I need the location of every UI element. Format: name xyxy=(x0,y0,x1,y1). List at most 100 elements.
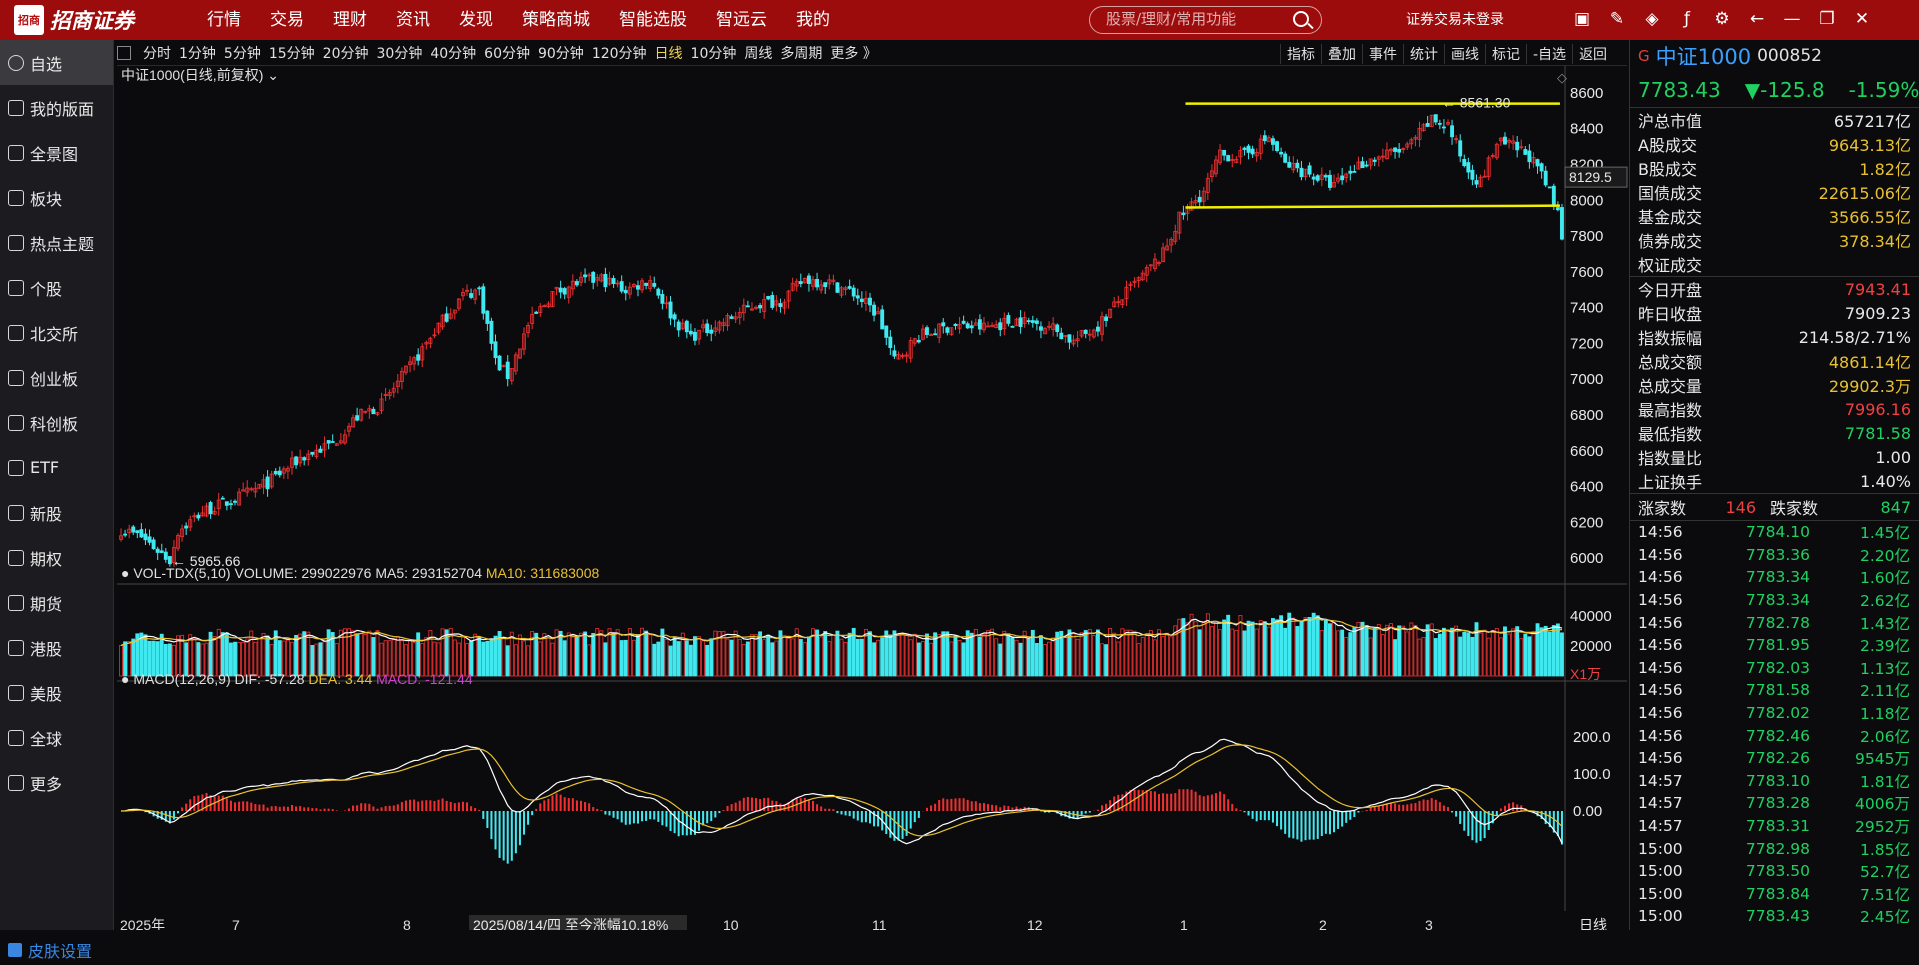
cube-icon[interactable]: ◈ xyxy=(1645,9,1659,29)
chart-menu-3[interactable]: 统计 xyxy=(1403,43,1444,64)
volume-bar xyxy=(908,639,913,677)
sidebar-item-15[interactable]: 全球 xyxy=(0,715,113,760)
candle-body xyxy=(501,364,506,368)
candle-body xyxy=(127,528,132,534)
tick-price: 7783.31 xyxy=(1745,817,1810,836)
period-tab-2[interactable]: 5分钟 xyxy=(223,46,261,62)
login-status[interactable]: 证券交易未登录 xyxy=(1406,12,1504,28)
chart-menu-2[interactable]: 事件 xyxy=(1362,43,1403,64)
kline-chart[interactable]: 6000620064006600680070007200740076007800… xyxy=(117,66,1628,930)
price-tick-label: 6600 xyxy=(1570,443,1603,460)
nav-item-4[interactable]: 发现 xyxy=(459,10,493,30)
minimize-icon[interactable]: — xyxy=(1783,9,1801,29)
volume-bar xyxy=(929,642,933,677)
skin-settings-button[interactable]: 皮肤设置 xyxy=(0,935,114,965)
candle-body xyxy=(1458,140,1463,157)
candle-body xyxy=(196,514,201,519)
stat-row: 权证成交 xyxy=(1630,252,1919,276)
x-axis-label: 3 xyxy=(1425,917,1433,930)
sidebar-item-16[interactable]: 更多 xyxy=(0,760,113,805)
price-tick-label: 7200 xyxy=(1570,335,1603,352)
sidebar-item-2[interactable]: 全景图 xyxy=(0,130,113,175)
candle-body xyxy=(1112,301,1117,308)
period-tab-12[interactable]: 周线 xyxy=(744,46,773,62)
trade-icon[interactable]: ▣ xyxy=(1573,9,1591,29)
edit-icon[interactable]: ✎ xyxy=(1609,9,1625,29)
candle-body xyxy=(424,342,429,345)
sidebar-item-4[interactable]: 热点主题 xyxy=(0,220,113,265)
chart-menu-0[interactable]: 指标 xyxy=(1280,43,1321,64)
sidebar-item-5[interactable]: 个股 xyxy=(0,265,113,310)
sidebar-item-12[interactable]: 期货 xyxy=(0,580,113,625)
formula-icon[interactable]: ƒ xyxy=(1684,9,1690,29)
restore-icon[interactable]: ❐ xyxy=(1819,9,1835,29)
candle-body xyxy=(1254,152,1259,157)
chart-menu-5[interactable]: 标记 xyxy=(1485,43,1526,64)
close-icon[interactable]: ✕ xyxy=(1854,9,1870,29)
candle-body xyxy=(973,322,978,326)
candle-body xyxy=(827,279,832,285)
sidebar-item-9[interactable]: ETF xyxy=(0,445,113,490)
nav-item-8[interactable]: 我的 xyxy=(796,10,830,30)
period-tab-5[interactable]: 30分钟 xyxy=(376,46,423,62)
volume-bar xyxy=(579,632,583,677)
nav-item-6[interactable]: 智能选股 xyxy=(619,10,687,30)
period-tab-8[interactable]: 90分钟 xyxy=(537,46,584,62)
volume-bar xyxy=(973,629,978,677)
volume-tick-label: 40000 xyxy=(1570,608,1612,625)
volume-bar xyxy=(1079,632,1084,677)
candle-body xyxy=(1393,147,1398,152)
candle-body xyxy=(534,311,539,314)
sidebar-item-8[interactable]: 科创板 xyxy=(0,400,113,445)
price-tick-label: 7000 xyxy=(1570,371,1603,388)
period-tab-9[interactable]: 120分钟 xyxy=(591,46,647,62)
panel-toggle-icon[interactable] xyxy=(117,46,131,60)
period-tab-0[interactable]: 分时 xyxy=(143,46,171,62)
period-tab-7[interactable]: 60分钟 xyxy=(484,46,530,62)
sidebar-item-7[interactable]: 创业板 xyxy=(0,355,113,400)
period-tab-13[interactable]: 多周期 xyxy=(780,46,823,62)
period-tab-4[interactable]: 20分钟 xyxy=(322,46,369,62)
tick-volume: 7.51亿 xyxy=(1859,885,1910,904)
chart-menu-4[interactable]: 画线 xyxy=(1444,43,1485,64)
volume-bar xyxy=(1368,637,1373,677)
period-tab-1[interactable]: 1分钟 xyxy=(179,46,216,62)
stat-row: B股成交 1.82亿 xyxy=(1630,156,1919,180)
candle-body xyxy=(359,408,364,421)
search-icon[interactable] xyxy=(1293,11,1309,27)
back-icon[interactable]: ← xyxy=(1749,9,1765,29)
chart-menu-7[interactable]: 返回 xyxy=(1572,43,1613,64)
sidebar-item-6[interactable]: 北交所 xyxy=(0,310,113,355)
sidebar-item-11[interactable]: 期权 xyxy=(0,535,113,580)
sidebar-item-3[interactable]: 板块 xyxy=(0,175,113,220)
tick-volume: 2.20亿 xyxy=(1859,546,1910,565)
chart-menu-6[interactable]: -自选 xyxy=(1526,43,1572,64)
nav-item-5[interactable]: 策略商城 xyxy=(522,10,590,30)
candle-body xyxy=(770,295,775,308)
candle-body xyxy=(509,367,514,382)
period-tab-10[interactable]: 日线 xyxy=(654,46,683,62)
period-tab-6[interactable]: 40分钟 xyxy=(430,46,477,62)
period-tab-11[interactable]: 10分钟 xyxy=(690,46,737,62)
candle-body xyxy=(1034,320,1039,324)
sidebar-item-0[interactable]: 自选 xyxy=(0,40,113,85)
sidebar-item-10[interactable]: 新股 xyxy=(0,490,113,535)
sidebar-item-14[interactable]: 美股 xyxy=(0,670,113,715)
period-tab-14[interactable]: 更多 》 xyxy=(830,46,877,62)
volume-bar xyxy=(1108,627,1113,677)
sidebar-item-label: 全景图 xyxy=(30,144,79,164)
settings-icon[interactable]: ⚙ xyxy=(1714,9,1730,29)
sidebar-item-1[interactable]: 我的版面 xyxy=(0,85,113,130)
search-input[interactable]: 股票/理财/常用功能 xyxy=(1089,6,1322,34)
chart-menu-1[interactable]: 叠加 xyxy=(1321,43,1362,64)
nav-item-2[interactable]: 理财 xyxy=(333,10,367,30)
period-tab-3[interactable]: 15分钟 xyxy=(268,46,315,62)
sidebar-item-label: 个股 xyxy=(30,279,63,299)
nav-item-7[interactable]: 智远云 xyxy=(716,10,767,30)
candle-body xyxy=(497,355,502,371)
nav-item-0[interactable]: 行情 xyxy=(207,10,241,30)
tick-time: 14:56 xyxy=(1638,636,1683,655)
sidebar-item-13[interactable]: 港股 xyxy=(0,625,113,670)
nav-item-3[interactable]: 资讯 xyxy=(396,10,430,30)
nav-item-1[interactable]: 交易 xyxy=(270,10,304,30)
